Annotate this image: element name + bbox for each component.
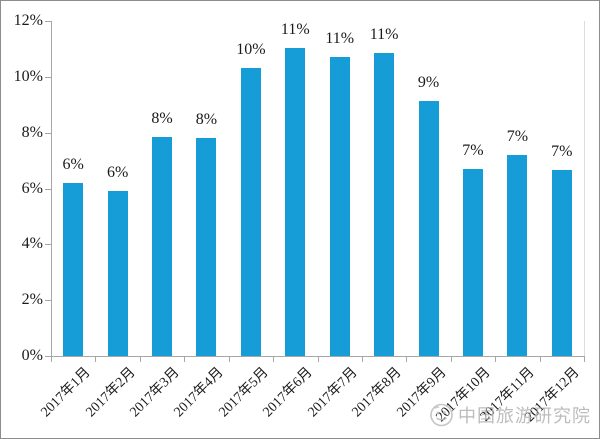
bar bbox=[240, 68, 261, 356]
y-axis-tick-label: 10% bbox=[13, 67, 43, 85]
y-axis-tick-mark bbox=[45, 356, 51, 357]
x-axis-tick-mark bbox=[495, 357, 497, 362]
bar-value-label: 10% bbox=[236, 41, 266, 59]
y-axis-tick-label: 2% bbox=[21, 291, 43, 309]
watermark: 中国旅游研究院 bbox=[428, 401, 591, 428]
bar bbox=[196, 138, 217, 356]
bar-value-label: 6% bbox=[106, 164, 129, 182]
y-axis-tick-mark bbox=[45, 132, 51, 134]
bar-value-label: 6% bbox=[62, 155, 84, 173]
x-axis-tick-mark bbox=[450, 357, 452, 362]
bar bbox=[374, 53, 395, 356]
bar bbox=[152, 136, 173, 356]
bar-value-label: 11% bbox=[280, 20, 310, 38]
bar-value-label: 11% bbox=[325, 30, 355, 48]
x-axis-tick-mark bbox=[139, 357, 141, 362]
y-axis-tick-mark bbox=[45, 244, 51, 246]
x-axis-tick-mark bbox=[51, 357, 52, 362]
x-axis-tick-mark bbox=[584, 357, 585, 362]
bar bbox=[551, 170, 572, 356]
bar-value-label: 7% bbox=[551, 143, 573, 161]
x-axis-tick-mark bbox=[273, 357, 275, 362]
y-axis-tick-mark bbox=[45, 76, 51, 78]
bar bbox=[63, 182, 84, 356]
y-axis-tick-label: 8% bbox=[21, 123, 43, 141]
bar-value-label: 7% bbox=[462, 141, 484, 159]
x-axis-tick-mark bbox=[228, 357, 230, 362]
y-axis-tick-label: 0% bbox=[21, 347, 43, 364]
watermark-text: 中国旅游研究院 bbox=[458, 405, 591, 426]
bar bbox=[462, 168, 483, 356]
x-axis-tick-mark bbox=[361, 357, 363, 362]
y-axis-tick-mark bbox=[45, 188, 51, 190]
y-axis-tick-mark bbox=[45, 300, 51, 302]
bar bbox=[418, 100, 439, 356]
bar-value-label: 8% bbox=[151, 109, 173, 127]
plot-area-right-border bbox=[584, 21, 585, 356]
bar-value-label: 9% bbox=[417, 73, 440, 91]
y-axis-tick-label: 12% bbox=[13, 12, 43, 29]
y-axis-line bbox=[51, 21, 52, 357]
bar-value-label: 8% bbox=[195, 111, 218, 129]
y-axis-tick-mark bbox=[45, 21, 51, 22]
bar-value-label: 11% bbox=[369, 26, 399, 44]
bar bbox=[107, 191, 128, 356]
x-axis-tick-mark bbox=[317, 357, 319, 362]
bar bbox=[329, 57, 350, 356]
academy-logo-icon bbox=[430, 403, 453, 427]
x-axis-tick-mark bbox=[95, 357, 97, 362]
x-axis-tick-mark bbox=[406, 357, 408, 362]
bar bbox=[285, 47, 306, 356]
bar bbox=[507, 155, 528, 356]
x-axis-tick-mark bbox=[539, 357, 541, 362]
x-axis-tick-mark bbox=[184, 357, 186, 362]
bar-value-label: 7% bbox=[506, 128, 529, 145]
y-axis-tick-label: 6% bbox=[21, 179, 43, 197]
y-axis-tick-label: 4% bbox=[21, 235, 43, 253]
x-axis-line bbox=[51, 356, 585, 357]
